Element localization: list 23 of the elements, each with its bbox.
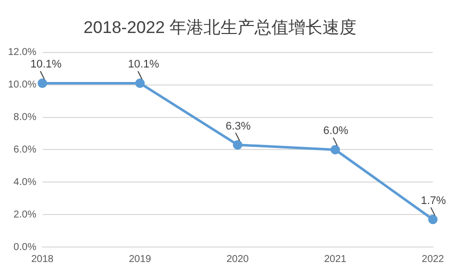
y-tick-label: 0.0% bbox=[14, 242, 36, 253]
point bbox=[428, 214, 438, 224]
data-label: 10.1% bbox=[128, 58, 160, 71]
data-label: 6.3% bbox=[226, 120, 251, 132]
data-label: 6.0% bbox=[323, 125, 349, 138]
point bbox=[135, 78, 145, 88]
x-tick-label: 2018 bbox=[31, 254, 54, 265]
point bbox=[330, 144, 340, 154]
data-label: 10.1% bbox=[30, 58, 62, 71]
y-tick-label: 10.0% bbox=[8, 80, 36, 91]
y-tick-label: 6.0% bbox=[14, 144, 36, 156]
x-tick-label: 2019 bbox=[128, 254, 152, 265]
y-tick-label: 12.0% bbox=[8, 47, 36, 58]
x-tick-label: 2022 bbox=[422, 254, 444, 265]
point bbox=[38, 78, 48, 88]
y-tick-label: 8.0% bbox=[14, 112, 36, 124]
data-label: 1.7% bbox=[420, 194, 446, 207]
y-tick-label: 2.0% bbox=[14, 209, 36, 220]
chart-title: 2018-2022 年港北生产总值增长速度 bbox=[83, 18, 357, 37]
x-tick-label: 2020 bbox=[226, 254, 250, 265]
y-tick-label: 4.0% bbox=[14, 176, 36, 188]
point bbox=[232, 140, 242, 150]
x-tick-label: 2021 bbox=[324, 254, 347, 265]
